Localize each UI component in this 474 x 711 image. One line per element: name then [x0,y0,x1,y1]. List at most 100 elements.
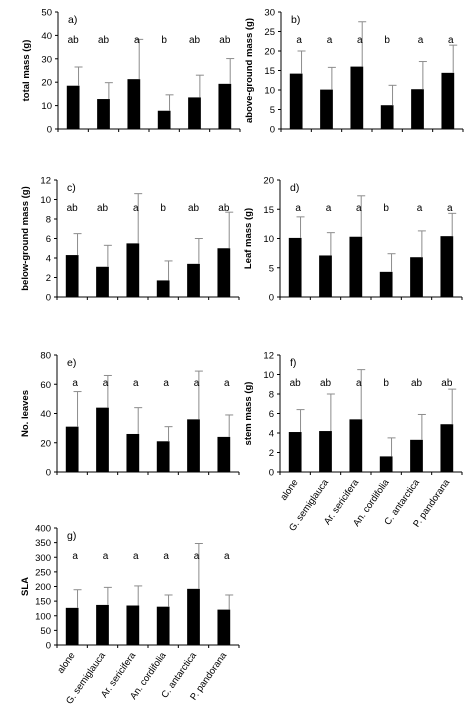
significance-letter: ab [67,203,79,214]
significance-letter: a [103,551,109,562]
significance-letter: ab [97,203,109,214]
bar [410,257,423,297]
bar [350,66,364,129]
significance-letter: a [133,378,139,389]
bar [289,73,303,129]
y-tick-label: 150 [35,597,51,608]
bar [380,105,394,129]
significance-letter: a [103,378,109,389]
y-tick-label: 0 [46,641,51,652]
significance-letter: b [160,203,166,214]
bar [97,99,110,129]
significance-letter: a [296,35,302,46]
y-tick-label: 8 [46,215,51,226]
y-axis-title: below-ground mass (g) [20,186,31,291]
y-tick-label: 4 [46,254,51,265]
y-axis-title: stem mass (g) [243,382,254,446]
significance-letter: a [194,378,200,389]
significance-letter: a [133,551,139,562]
bar [440,236,454,297]
y-tick-label: 0 [269,293,274,304]
y-tick-label: 2 [46,273,51,284]
category-label: alone [278,477,300,502]
significance-letter: a [72,551,78,562]
significance-letter: ab [290,378,302,389]
bar [218,83,232,129]
significance-letter: a [163,551,169,562]
panel-label: a) [68,14,77,26]
significance-letter: a [448,35,454,46]
bar [440,424,454,472]
y-tick-label: 0 [270,125,275,136]
bar [410,439,423,472]
panel-label: d) [290,182,299,194]
bar [187,588,200,645]
significance-letter: ab [219,35,231,46]
significance-letter: ab [411,378,423,389]
chart-panel-4: 0 5 10 15 20 Leaf mass (g) d) a a a b a a [243,176,463,304]
bar [217,248,231,297]
y-tick-label: 15 [264,66,275,77]
significance-letter: ab [218,203,230,214]
bar [349,236,363,297]
y-tick-label: 400 [35,524,51,535]
y-tick-label: 60 [40,380,51,391]
y-tick-label: 40 [41,31,52,42]
y-tick-label: 4 [269,429,274,440]
bar [320,89,333,129]
y-tick-label: 10 [263,370,274,381]
bar [96,604,109,645]
bar [319,431,332,472]
y-tick-label: 80 [40,351,51,362]
y-tick-label: 50 [41,8,52,19]
significance-letter: b [383,203,389,214]
significance-letter: a [133,203,139,214]
y-tick-label: 20 [263,176,274,187]
y-axis-title: No. leaves [20,390,31,437]
panel-label: g) [67,530,76,542]
bar [65,255,79,297]
significance-letter: a [326,203,332,214]
bar [156,606,170,645]
y-tick-label: 100 [35,611,51,622]
y-tick-label: 0 [269,468,274,479]
bar [65,607,79,645]
y-tick-label: 5 [270,105,275,116]
significance-letter: a [224,378,230,389]
y-axis-title: above-ground mass (g) [244,18,255,123]
significance-letter: a [447,203,453,214]
significance-letter: b [161,35,167,46]
y-tick-label: 250 [35,567,51,578]
bar [187,419,200,472]
y-axis-title: Leaf mass (g) [243,208,254,269]
bar [96,266,109,297]
y-axis-title: SLA [20,577,31,596]
bar [379,271,393,297]
y-tick-label: 25 [264,27,275,38]
significance-letter: a [356,203,362,214]
chart-panel-5: 0 20 40 60 80 No. leaves e) a a a a a a [20,351,240,479]
y-tick-label: 12 [263,351,274,362]
y-tick-label: 40 [40,409,51,420]
y-tick-label: 300 [35,553,51,564]
significance-letter: a [72,378,78,389]
significance-letter: a [194,551,200,562]
y-tick-label: 8 [269,390,274,401]
bar [288,432,302,472]
y-tick-label: 30 [264,8,275,19]
y-tick-label: 20 [264,47,275,58]
bar [156,441,170,472]
bar [411,89,424,129]
significance-letter: ab [98,35,110,46]
bar [127,79,141,129]
bar [188,97,201,129]
y-tick-label: 0 [47,125,52,136]
significance-letter: ab [68,35,80,46]
y-tick-label: 6 [46,234,51,245]
significance-letter: ab [189,35,201,46]
